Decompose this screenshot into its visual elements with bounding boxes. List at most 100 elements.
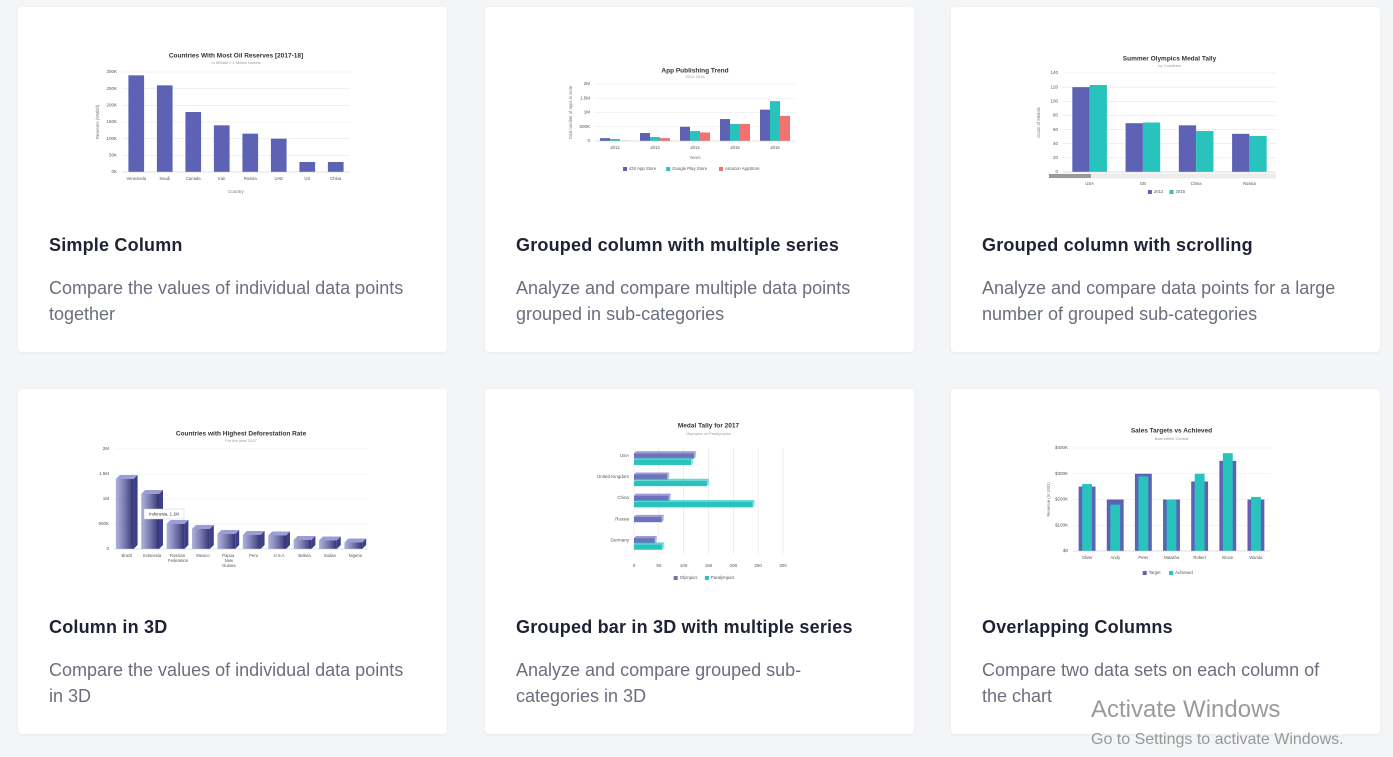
- x-tick-label: 2014: [690, 145, 700, 150]
- chart-subtitle: Olympics vs Paralympics: [686, 431, 730, 436]
- bar: [141, 494, 159, 549]
- card[interactable]: Countries with Highest Deforestation Rat…: [18, 389, 447, 734]
- bar: [166, 524, 185, 549]
- legend-label: 2012: [1154, 189, 1164, 194]
- y-tick-label: 120: [1050, 84, 1058, 89]
- y-tick-label: 100: [1050, 98, 1058, 103]
- x-tick-label: Oliver: [1082, 555, 1094, 560]
- chart-title: Medal Tally for 2017: [678, 423, 740, 430]
- bar-top: [217, 530, 240, 534]
- y-tick-label: 300K: [106, 69, 117, 74]
- legend-swatch: [704, 576, 709, 580]
- x-tick-label: GB: [1140, 181, 1146, 186]
- legend-label: Achieved: [1175, 570, 1193, 575]
- x-tick-label: UAE: [274, 176, 283, 181]
- y-tick-label: 20: [1053, 155, 1059, 160]
- chart-title: App Publishing Trend: [661, 68, 728, 75]
- y-tick-label: USA: [620, 453, 629, 458]
- bar: [634, 502, 753, 508]
- bar: [293, 540, 312, 549]
- legend-label: Olympics: [680, 575, 698, 580]
- legend-swatch: [673, 576, 678, 580]
- card[interactable]: Sales Targets vs Achieved Bakersfield Cen…: [951, 389, 1380, 734]
- x-tick-label: Sudan: [324, 553, 337, 558]
- watermark-title: Activate Windows: [1091, 696, 1281, 723]
- x-tick-label: Indonesia: [143, 553, 162, 558]
- bar-side: [311, 536, 316, 549]
- x-tick-label: 2015: [730, 145, 740, 150]
- x-tick-label: Papua New Guinea: [221, 553, 236, 568]
- bar-side: [662, 542, 665, 550]
- bar: [156, 85, 173, 172]
- bar: [327, 162, 344, 172]
- x-tick-label: China: [330, 176, 342, 181]
- watermark-text: Go to Settings to activate Windows.: [1091, 731, 1344, 748]
- bar-side: [336, 536, 341, 549]
- bar: [634, 544, 663, 550]
- card[interactable]: App Publishing Trend 2012-2016 0 500K 1M 1.5M…: [485, 7, 914, 352]
- x-tick-label: 250: [754, 563, 762, 568]
- x-tick-label: Saudi: [159, 176, 170, 181]
- bar: [634, 480, 708, 487]
- tooltip: Indonesia, 1.1M: [149, 512, 179, 517]
- bar-top: [634, 500, 755, 502]
- y-tick-label: Germany: [610, 538, 629, 543]
- bar: [217, 534, 236, 549]
- bar: [730, 123, 740, 141]
- y-tick-label: 40: [1053, 141, 1059, 146]
- bar: [650, 137, 660, 141]
- chart-thumbnail: Countries with Highest Deforestation Rat…: [98, 431, 368, 568]
- card-description: Analyze and compare multiple data points…: [516, 278, 851, 324]
- y-tick-label: 50K: [109, 153, 117, 158]
- x-tick-label: U.S.A: [274, 553, 285, 558]
- y-tick-label: United Kingdom: [597, 474, 629, 479]
- legend-swatch: [1147, 190, 1152, 194]
- x-tick-label: 150: [705, 563, 713, 568]
- bar-side: [707, 478, 710, 487]
- bar: [690, 131, 700, 141]
- x-tick-label: Bolivia: [298, 553, 311, 558]
- y-tick-label: 100K: [106, 136, 117, 141]
- bar: [128, 75, 145, 172]
- x-tick-label: 50: [656, 563, 662, 568]
- y-tick-label: 1.5M: [580, 95, 590, 100]
- x-tick-label: 300: [779, 563, 787, 568]
- y-tick-label: 1M: [103, 496, 110, 501]
- x-tick-label: USA: [1085, 181, 1094, 186]
- card[interactable]: Medal Tally for 2017 Olympics vs Paralymp…: [485, 389, 914, 734]
- chart-title: Sales Targets vs Achieved: [1131, 428, 1212, 435]
- legend-label: Target: [1149, 570, 1162, 575]
- bar: [1196, 130, 1214, 172]
- x-tick-label: Bruce: [1222, 555, 1234, 560]
- y-tick-label: 200K: [106, 103, 117, 108]
- x-tick-label: 2013: [650, 145, 660, 150]
- y-tick-label: 500K: [579, 124, 590, 129]
- bar-side: [667, 472, 670, 480]
- bar: [1194, 473, 1205, 551]
- bar-top: [634, 472, 670, 475]
- x-tick-label: Mexico: [196, 553, 210, 558]
- card[interactable]: Countries With Most Oil Reserves [2017-1…: [18, 7, 447, 352]
- bar-top: [634, 542, 665, 545]
- card-description: Analyze and compare grouped sub-categori…: [516, 660, 802, 706]
- x-axis-title: Country: [228, 189, 245, 194]
- bar: [700, 132, 710, 141]
- x-tick-label: Natasha: [1164, 555, 1180, 560]
- bar: [1089, 85, 1107, 172]
- bar: [634, 459, 692, 465]
- y-tick-label: 0: [587, 138, 590, 143]
- x-tick-label: Brazil: [121, 553, 132, 558]
- bar: [344, 542, 363, 549]
- card-title: Overlapping Columns: [982, 617, 1173, 637]
- x-tick-label: 200: [730, 563, 738, 568]
- bar: [634, 538, 655, 544]
- x-tick-label: 2012: [610, 145, 620, 150]
- chart-subtitle: 2012-2016: [685, 74, 705, 79]
- bar: [660, 138, 670, 141]
- card-description: Compare the values of individual data po…: [49, 278, 404, 324]
- card[interactable]: Summer Olympics Medal Tally by Countries 0…: [951, 7, 1380, 352]
- bar-side: [362, 538, 367, 549]
- bar: [242, 535, 261, 549]
